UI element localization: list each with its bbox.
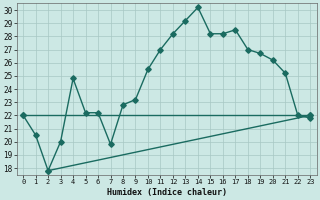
X-axis label: Humidex (Indice chaleur): Humidex (Indice chaleur)	[107, 188, 227, 197]
